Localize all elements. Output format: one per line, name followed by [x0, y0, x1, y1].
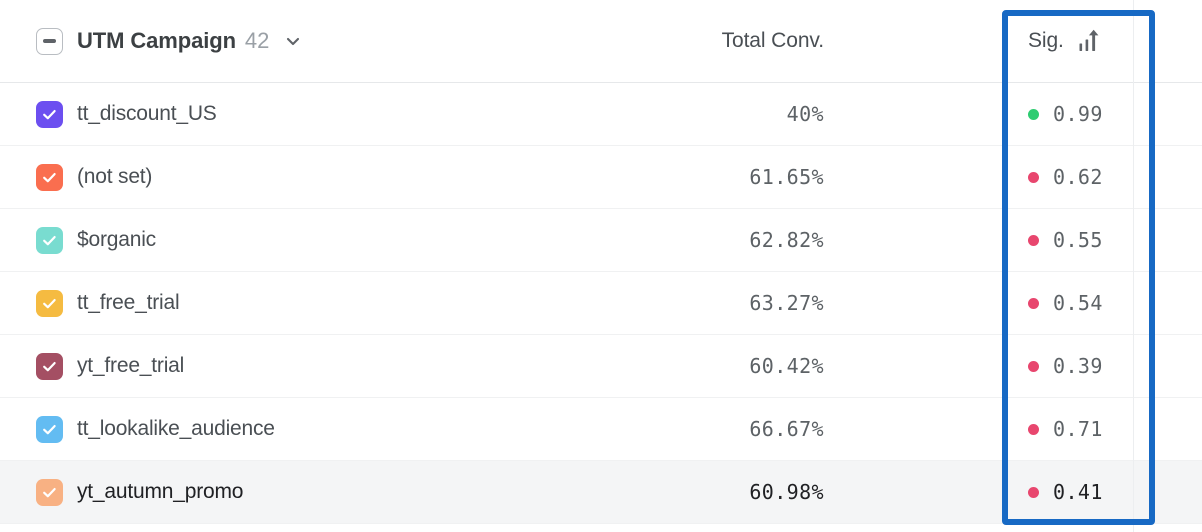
row-dimension-label: yt_free_trial	[77, 354, 185, 377]
header-dimension-count: 42	[244, 28, 270, 53]
row-cell-total-conv: 62.82%	[620, 228, 1002, 252]
row-checkbox[interactable]	[36, 478, 63, 506]
row-total-conv-value: 60.98%	[749, 480, 824, 504]
row-cell-dimension: tt_discount_US	[0, 100, 620, 128]
row-total-conv-value: 66.67%	[749, 417, 824, 441]
row-cell-total-conv: 61.65%	[620, 165, 1002, 189]
minus-icon	[43, 39, 56, 43]
row-dimension-label: tt_lookalike_audience	[77, 417, 275, 440]
header-cell-total-conv[interactable]: Total Conv.	[620, 29, 1002, 53]
row-dimension-label: $organic	[77, 228, 156, 251]
table-row[interactable]: yt_free_trial 60.42% 0.39	[0, 335, 1202, 398]
table-row[interactable]: $organic 62.82% 0.55	[0, 209, 1202, 272]
row-cell-dimension: tt_lookalike_audience	[0, 415, 620, 443]
row-dimension-label: tt_discount_US	[77, 102, 217, 125]
header-cell-significance[interactable]: Sig.	[1002, 28, 1202, 54]
row-total-conv-value: 63.27%	[749, 291, 824, 315]
row-dimension-label: yt_autumn_promo	[77, 480, 244, 503]
row-significance-value: 0.39	[1053, 354, 1103, 378]
chevron-down-icon[interactable]	[283, 31, 303, 51]
row-cell-dimension: yt_free_trial	[0, 352, 620, 380]
table-row[interactable]: tt_discount_US 40% 0.99	[0, 83, 1202, 146]
row-significance-value: 0.41	[1053, 480, 1103, 504]
row-total-conv-value: 40%	[786, 102, 824, 126]
row-total-conv-value: 61.65%	[749, 165, 824, 189]
row-cell-total-conv: 66.67%	[620, 417, 1002, 441]
column-divider	[1133, 0, 1134, 532]
table-body: tt_discount_US 40% 0.99 (not set) 61.65% 0.62…	[0, 83, 1202, 524]
row-cell-significance: 0.55	[1002, 228, 1202, 252]
table-row[interactable]: tt_free_trial 63.27% 0.54	[0, 272, 1202, 335]
significance-status-dot	[1028, 423, 1039, 435]
row-cell-dimension: yt_autumn_promo	[0, 478, 620, 506]
row-significance-value: 0.62	[1053, 165, 1103, 189]
header-significance-label: Sig.	[1028, 29, 1064, 52]
row-checkbox[interactable]	[36, 352, 63, 380]
row-cell-significance: 0.39	[1002, 354, 1202, 378]
row-significance-value: 0.54	[1053, 291, 1103, 315]
row-cell-significance: 0.62	[1002, 165, 1202, 189]
row-total-conv-value: 62.82%	[749, 228, 824, 252]
row-dimension-label: (not set)	[77, 165, 153, 188]
row-total-conv-value: 60.42%	[749, 354, 824, 378]
row-cell-dimension: $organic	[0, 226, 620, 254]
row-cell-significance: 0.71	[1002, 417, 1202, 441]
row-checkbox[interactable]	[36, 415, 63, 443]
significance-status-dot	[1028, 486, 1039, 498]
row-dimension-label: tt_free_trial	[77, 291, 180, 314]
significance-status-dot	[1028, 108, 1039, 120]
row-cell-total-conv: 40%	[620, 102, 1002, 126]
row-checkbox[interactable]	[36, 163, 63, 191]
select-all-checkbox[interactable]	[36, 27, 63, 55]
header-total-conv-label: Total Conv.	[721, 29, 825, 52]
table-row[interactable]: yt_autumn_promo 60.98% 0.41	[0, 461, 1202, 524]
row-significance-value: 0.71	[1053, 417, 1103, 441]
row-checkbox[interactable]	[36, 289, 63, 317]
row-cell-significance: 0.54	[1002, 291, 1202, 315]
table-header-row: UTM Campaign 42 Total Conv. Sig.	[0, 0, 1202, 83]
row-cell-dimension: (not set)	[0, 163, 620, 191]
row-checkbox[interactable]	[36, 100, 63, 128]
row-checkbox[interactable]	[36, 226, 63, 254]
significance-status-dot	[1028, 360, 1039, 372]
header-dimension-label: UTM Campaign	[77, 28, 236, 53]
significance-status-dot	[1028, 297, 1039, 309]
row-significance-value: 0.99	[1053, 102, 1103, 126]
row-cell-total-conv: 63.27%	[620, 291, 1002, 315]
table-row[interactable]: tt_lookalike_audience 66.67% 0.71	[0, 398, 1202, 461]
row-significance-value: 0.55	[1053, 228, 1103, 252]
row-cell-significance: 0.41	[1002, 480, 1202, 504]
row-cell-total-conv: 60.42%	[620, 354, 1002, 378]
row-cell-dimension: tt_free_trial	[0, 289, 620, 317]
row-cell-significance: 0.99	[1002, 102, 1202, 126]
significance-status-dot	[1028, 234, 1039, 246]
header-cell-dimension[interactable]: UTM Campaign 42	[0, 27, 620, 55]
significance-status-dot	[1028, 171, 1039, 183]
bar-chart-sort-ascending-icon[interactable]	[1077, 28, 1103, 54]
row-cell-total-conv: 60.98%	[620, 480, 1002, 504]
table-row[interactable]: (not set) 61.65% 0.62	[0, 146, 1202, 209]
